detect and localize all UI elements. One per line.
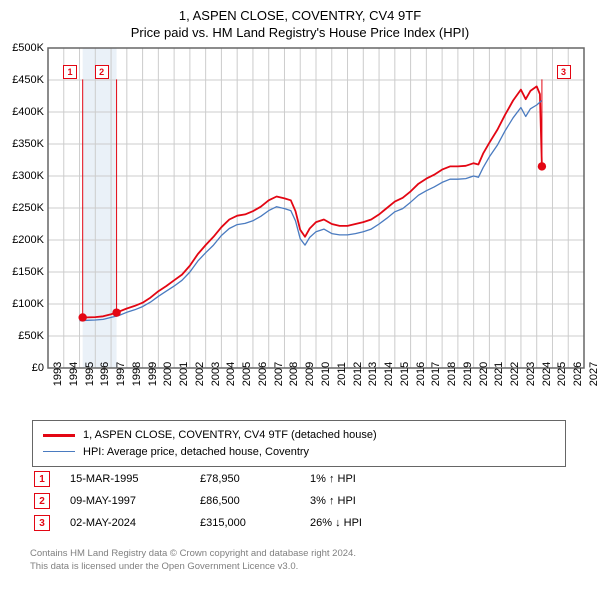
- x-tick-label: 2003: [210, 362, 222, 386]
- legend-line-swatch: [43, 434, 75, 437]
- x-tick-label: 2005: [241, 362, 253, 386]
- marker-badge-3: 3: [557, 65, 571, 79]
- legend-row: HPI: Average price, detached house, Cove…: [43, 444, 555, 461]
- sales-row: 1 15-MAR-1995£78,9501% ↑ HPI: [34, 468, 410, 490]
- sales-price: £78,950: [200, 473, 310, 485]
- x-tick-label: 2011: [336, 362, 348, 386]
- legend-label: 1, ASPEN CLOSE, COVENTRY, CV4 9TF (detac…: [83, 427, 377, 444]
- sales-badge: 2: [34, 493, 50, 509]
- sales-pct: 26% ↓ HPI: [310, 517, 410, 529]
- x-tick-label: 2015: [399, 362, 411, 386]
- x-tick-label: 1993: [52, 362, 64, 386]
- line-chart: [0, 0, 600, 420]
- x-tick-label: 1995: [84, 362, 96, 386]
- legend-line-swatch: [43, 451, 75, 452]
- marker-badge-1: 1: [63, 65, 77, 79]
- sales-price: £315,000: [200, 517, 310, 529]
- x-tick-label: 2027: [588, 362, 600, 386]
- legend: 1, ASPEN CLOSE, COVENTRY, CV4 9TF (detac…: [32, 420, 566, 467]
- x-tick-label: 2000: [162, 362, 174, 386]
- x-tick-label: 2018: [446, 362, 458, 386]
- y-tick-label: £450K: [4, 74, 44, 86]
- attribution-line2: This data is licensed under the Open Gov…: [30, 561, 356, 574]
- x-tick-label: 2007: [273, 362, 285, 386]
- y-tick-label: £300K: [4, 170, 44, 182]
- attribution: Contains HM Land Registry data © Crown c…: [30, 548, 356, 574]
- x-tick-label: 2002: [194, 362, 206, 386]
- y-tick-label: £150K: [4, 266, 44, 278]
- x-tick-label: 1999: [147, 362, 159, 386]
- y-tick-label: £50K: [4, 330, 44, 342]
- x-tick-label: 2021: [493, 362, 505, 386]
- x-tick-label: 2006: [257, 362, 269, 386]
- sales-date: 09-MAY-1997: [70, 495, 200, 507]
- x-tick-label: 2010: [320, 362, 332, 386]
- sales-row: 3 02-MAY-2024£315,00026% ↓ HPI: [34, 512, 410, 534]
- sales-pct: 3% ↑ HPI: [310, 495, 410, 507]
- x-tick-label: 2017: [430, 362, 442, 386]
- x-tick-label: 2026: [572, 362, 584, 386]
- attribution-line1: Contains HM Land Registry data © Crown c…: [30, 548, 356, 561]
- x-tick-label: 2009: [304, 362, 316, 386]
- sales-badge: 1: [34, 471, 50, 487]
- marker-badge-2: 2: [95, 65, 109, 79]
- x-tick-label: 2008: [288, 362, 300, 386]
- x-tick-label: 2019: [462, 362, 474, 386]
- y-tick-label: £500K: [4, 42, 44, 54]
- y-tick-label: £400K: [4, 106, 44, 118]
- chart-container: 1, ASPEN CLOSE, COVENTRY, CV4 9TF Price …: [0, 0, 600, 590]
- legend-label: HPI: Average price, detached house, Cove…: [83, 444, 309, 461]
- x-tick-label: 1998: [131, 362, 143, 386]
- legend-row: 1, ASPEN CLOSE, COVENTRY, CV4 9TF (detac…: [43, 427, 555, 444]
- x-tick-label: 2001: [178, 362, 190, 386]
- y-tick-label: £350K: [4, 138, 44, 150]
- x-tick-label: 1994: [68, 362, 80, 386]
- sales-pct: 1% ↑ HPI: [310, 473, 410, 485]
- sales-row: 2 09-MAY-1997£86,5003% ↑ HPI: [34, 490, 410, 512]
- y-tick-label: £100K: [4, 298, 44, 310]
- x-tick-label: 1997: [115, 362, 127, 386]
- x-tick-label: 1996: [99, 362, 111, 386]
- x-tick-label: 2014: [383, 362, 395, 386]
- x-tick-label: 2013: [367, 362, 379, 386]
- sales-badge: 3: [34, 515, 50, 531]
- sales-table: 1 15-MAR-1995£78,9501% ↑ HPI 2 09-MAY-1997£…: [34, 468, 410, 534]
- x-tick-label: 2023: [525, 362, 537, 386]
- x-tick-label: 2025: [556, 362, 568, 386]
- x-tick-label: 2022: [509, 362, 521, 386]
- sales-date: 15-MAR-1995: [70, 473, 200, 485]
- y-tick-label: £200K: [4, 234, 44, 246]
- x-tick-label: 2020: [478, 362, 490, 386]
- sales-date: 02-MAY-2024: [70, 517, 200, 529]
- sales-price: £86,500: [200, 495, 310, 507]
- x-tick-label: 2024: [541, 362, 553, 386]
- x-tick-label: 2004: [225, 362, 237, 386]
- y-tick-label: £0: [4, 362, 44, 374]
- y-tick-label: £250K: [4, 202, 44, 214]
- x-tick-label: 2012: [352, 362, 364, 386]
- x-tick-label: 2016: [415, 362, 427, 386]
